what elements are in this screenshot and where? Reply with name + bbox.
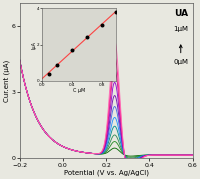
Text: 0μM: 0μM [172, 59, 187, 65]
Text: UA: UA [173, 9, 187, 18]
X-axis label: Potential (V vs. Ag/AgCl): Potential (V vs. Ag/AgCl) [63, 169, 148, 176]
Y-axis label: Cur.ent (μA): Cur.ent (μA) [3, 60, 10, 102]
Text: 1μM: 1μM [172, 26, 187, 32]
